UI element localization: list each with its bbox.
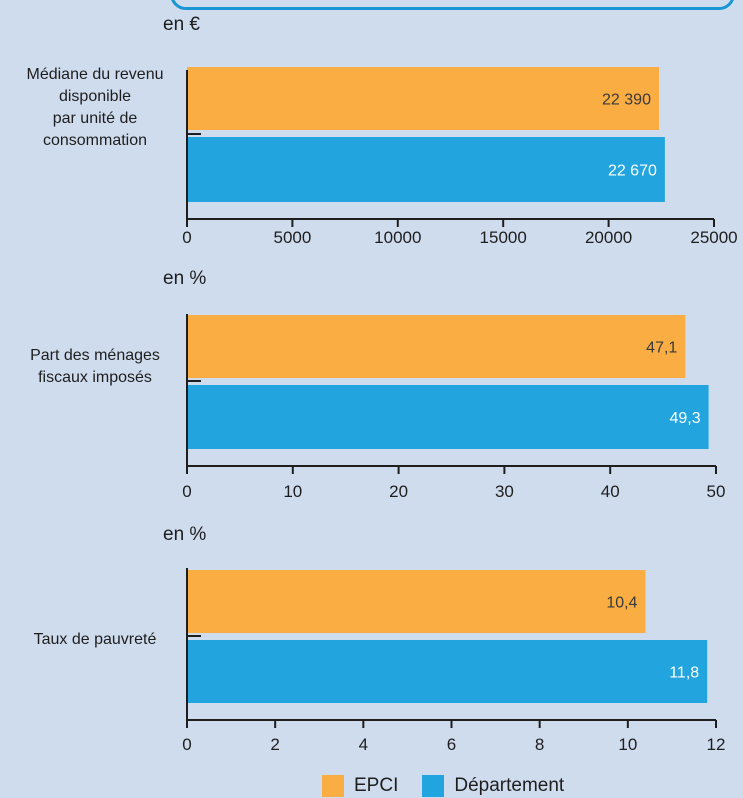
- chart1-unit-label: en €: [163, 14, 200, 35]
- chart3-x-tick-label: 12: [707, 735, 726, 754]
- chart3-value-label-epci: 10,4: [606, 595, 637, 612]
- chart2-bar-departement: [187, 385, 709, 449]
- chart1-bar-departement: [187, 137, 665, 202]
- legend-item-departement: Département: [422, 775, 564, 797]
- chart1-x-tick-label: 15000: [480, 228, 527, 247]
- chart1-value-label-epci: 22 390: [602, 92, 651, 109]
- chart2-x-tick-label: 0: [182, 482, 191, 501]
- chart1-x-tick-label: 10000: [374, 228, 421, 247]
- chart1-category-label: Médiane du revenu disponible par unité de c…: [27, 66, 164, 149]
- chart1-value-label-departement: 22 670: [608, 163, 657, 180]
- chart1-bar-epci: [187, 67, 659, 130]
- chart3-unit-label: en %: [163, 524, 206, 545]
- chart3-bar-departement: [187, 640, 708, 703]
- legend-label-departement: Département: [454, 775, 565, 796]
- chart2-x-tick-label: 50: [707, 482, 726, 501]
- chart1-x-tick-label: 25000: [690, 228, 737, 247]
- chart2-value-label-epci: 47,1: [646, 340, 677, 357]
- chart1-x-tick-label: 20000: [585, 228, 632, 247]
- chart2-x-tick-label: 10: [283, 482, 302, 501]
- chart2-x-tick-label: 20: [389, 482, 408, 501]
- chart3-x-tick-label: 10: [618, 735, 637, 754]
- chart3-x-tick-label: 0: [182, 735, 191, 754]
- chart2-category-label: Part des ménages fiscaux imposés: [30, 347, 160, 386]
- chart2-unit-label: en %: [163, 268, 206, 289]
- chart3-category-label: Taux de pauvreté: [34, 631, 157, 648]
- legend-item-epci: EPCI: [322, 775, 398, 797]
- legend-swatch-epci: [322, 775, 344, 797]
- chart2-x-tick-label: 30: [495, 482, 514, 501]
- chart3-value-label-departement: 11,8: [669, 665, 699, 682]
- chart1-x-tick-label: 0: [182, 228, 191, 247]
- legend-swatch-departement: [422, 775, 445, 797]
- chart2-bar-epci: [187, 315, 686, 378]
- legend-label-epci: EPCI: [354, 775, 399, 796]
- legend: EPCI Département: [322, 774, 578, 798]
- chart1-x-tick-label: 5000: [273, 228, 311, 247]
- chart3-x-tick-label: 6: [447, 735, 456, 754]
- chart2-value-label-departement: 49,3: [669, 410, 700, 427]
- chart3-x-tick-label: 8: [535, 735, 544, 754]
- chart2-x-tick-label: 40: [601, 482, 620, 501]
- chart3-x-tick-label: 2: [270, 735, 279, 754]
- chart3-bar-epci: [187, 570, 646, 633]
- chart3-x-tick-label: 4: [359, 735, 368, 754]
